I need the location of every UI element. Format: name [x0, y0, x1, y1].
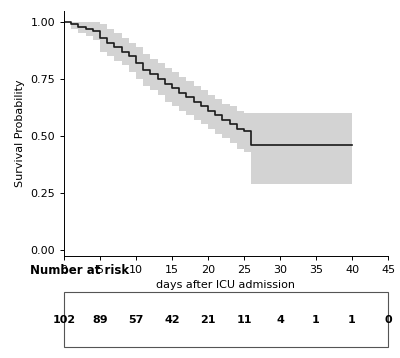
Text: 89: 89	[92, 315, 108, 325]
Text: 42: 42	[164, 315, 180, 325]
Y-axis label: Survival Probability: Survival Probability	[15, 80, 25, 187]
Text: 1: 1	[348, 315, 356, 325]
Bar	[64, 292, 388, 347]
Text: 0: 0	[384, 315, 392, 325]
Text: 1: 1	[312, 315, 320, 325]
X-axis label: days after ICU admission: days after ICU admission	[156, 280, 296, 290]
Text: 57: 57	[128, 315, 144, 325]
Text: 4: 4	[276, 315, 284, 325]
Text: 11: 11	[236, 315, 252, 325]
Text: 102: 102	[52, 315, 76, 325]
Text: 21: 21	[200, 315, 216, 325]
Text: Number at risk: Number at risk	[30, 264, 129, 277]
